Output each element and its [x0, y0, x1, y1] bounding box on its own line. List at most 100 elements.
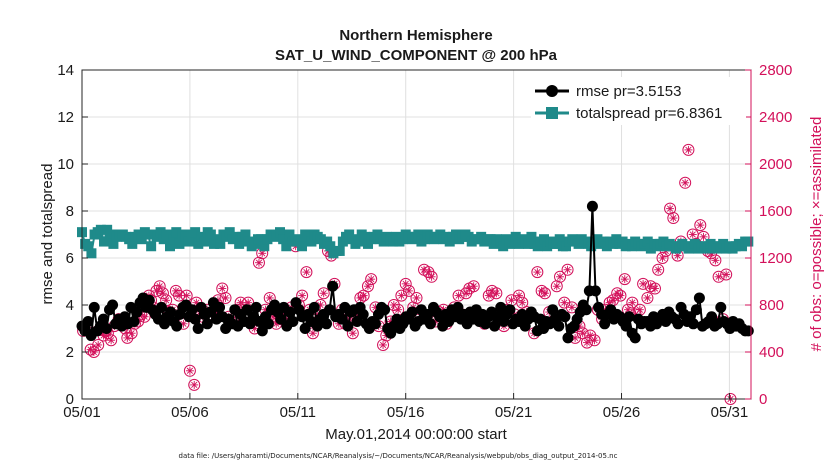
totalspread-point	[526, 231, 537, 242]
obs-marker	[425, 270, 438, 283]
obs-marker	[554, 270, 567, 283]
rmse-point	[165, 306, 177, 318]
obs-marker	[156, 287, 169, 300]
obs-marker	[614, 289, 627, 302]
obs-assimilated-mark	[128, 330, 135, 337]
obs-assimilated-mark	[390, 301, 397, 309]
rmse-point	[107, 299, 119, 311]
totalspread-point	[259, 241, 270, 252]
obs-marker	[618, 273, 631, 286]
obs-possible-circle	[365, 273, 378, 286]
obs-possible-circle	[92, 338, 105, 351]
y-right-tick-label: 2400	[759, 109, 792, 126]
rmse-point	[379, 304, 391, 316]
obs-assimilated-mark	[629, 299, 636, 306]
y-left-tick-label: 14	[57, 62, 74, 79]
totalspread-point	[281, 241, 292, 252]
obs-marker	[252, 256, 265, 269]
obs-assimilated-mark	[251, 325, 258, 332]
totalspread-point	[554, 234, 565, 245]
obs-assimilated-mark	[413, 294, 420, 302]
data-file-footnote: data file: /Users/gharamti/Documents/NCA…	[179, 452, 618, 460]
y-axis-label-right: # of obs: o=possible; ×=assimilated	[808, 117, 825, 352]
obs-marker	[354, 291, 367, 304]
obs-assimilated-mark	[621, 276, 628, 283]
rmse-point	[369, 318, 381, 330]
y-left-tick-label: 2	[66, 344, 74, 361]
obs-marker	[538, 287, 551, 300]
rmse-point	[623, 311, 635, 323]
obs-marker	[361, 280, 374, 293]
legend-rmse-marker	[546, 85, 558, 97]
obs-assimilated-mark	[587, 332, 594, 339]
totalspread-point	[161, 229, 172, 240]
obs-possible-circle	[410, 291, 423, 304]
totalspread-point	[105, 229, 116, 240]
legend: rmse pr=3.5153 totalspread pr=6.8361	[531, 77, 746, 125]
obs-marker	[300, 266, 313, 279]
obs-marker	[418, 263, 431, 276]
rmse-point	[327, 280, 339, 292]
obs-assimilated-mark	[493, 290, 500, 297]
obs-marker	[656, 252, 669, 264]
obs-assimilated-mark	[488, 287, 496, 295]
rmse-point	[504, 304, 516, 316]
obs-possible-circle	[300, 266, 313, 279]
rmse-point	[189, 313, 201, 325]
obs-possible-circle	[399, 277, 412, 290]
obs-assimilated-mark	[299, 292, 306, 299]
y-left-tick-label: 12	[57, 109, 74, 126]
rmse-point	[321, 318, 333, 330]
obs-marker	[531, 266, 544, 279]
obs-possible-circle	[156, 287, 169, 300]
totalspread-point	[99, 236, 110, 247]
obs-marker	[720, 268, 733, 281]
rmse-point	[589, 285, 601, 297]
obs-possible-circle	[588, 334, 601, 347]
obs-assimilated-mark	[428, 273, 435, 280]
rmse-point	[262, 318, 274, 330]
obs-assimilated-mark	[700, 233, 707, 240]
rmse-point	[284, 306, 296, 318]
obs-marker	[561, 263, 574, 276]
obs-marker	[486, 284, 499, 297]
obs-possible-circle	[188, 378, 201, 391]
y-left-tick-label: 4	[66, 297, 74, 314]
obs-marker	[188, 378, 201, 391]
obs-marker	[641, 291, 654, 304]
rmse-point	[553, 320, 565, 332]
obs-assimilated-mark	[183, 292, 190, 299]
obs-possible-circle	[361, 280, 374, 293]
rmse-point	[586, 200, 598, 212]
legend-rmse-label: rmse pr=3.5153	[576, 83, 681, 100]
rmse-series	[76, 200, 754, 344]
totalspread-point	[231, 231, 242, 242]
rmse-point	[693, 292, 705, 304]
totalspread-point	[136, 234, 147, 245]
obs-marker	[105, 334, 118, 347]
obs-marker	[505, 294, 518, 307]
totalspread-point	[413, 229, 424, 240]
totalspread-point	[359, 231, 370, 242]
obs-assimilated-mark	[712, 257, 719, 264]
totalspread-point	[183, 236, 194, 247]
obs-marker	[463, 282, 476, 295]
obs-marker	[183, 364, 196, 377]
obs-assimilated-mark	[360, 292, 367, 299]
rmse-point	[599, 318, 611, 330]
obs-possible-circle	[183, 364, 196, 377]
y-right-tick-label: 0	[759, 391, 767, 408]
totalspread-point	[205, 229, 216, 240]
rmse-point	[131, 306, 143, 318]
obs-assimilated-mark	[420, 266, 428, 273]
x-tick-label: 05/16	[387, 404, 425, 421]
obs-assimilated-mark	[508, 297, 515, 304]
x-tick-label: 05/06	[171, 404, 209, 421]
obs-assimilated-mark	[141, 313, 148, 320]
obs-assimilated-mark	[515, 292, 523, 299]
obs-marker	[633, 303, 646, 316]
obs-assimilated-mark	[651, 285, 659, 292]
totalspread-point	[155, 227, 166, 238]
rmse-point	[192, 323, 204, 334]
obs-assimilated-mark	[723, 271, 730, 278]
